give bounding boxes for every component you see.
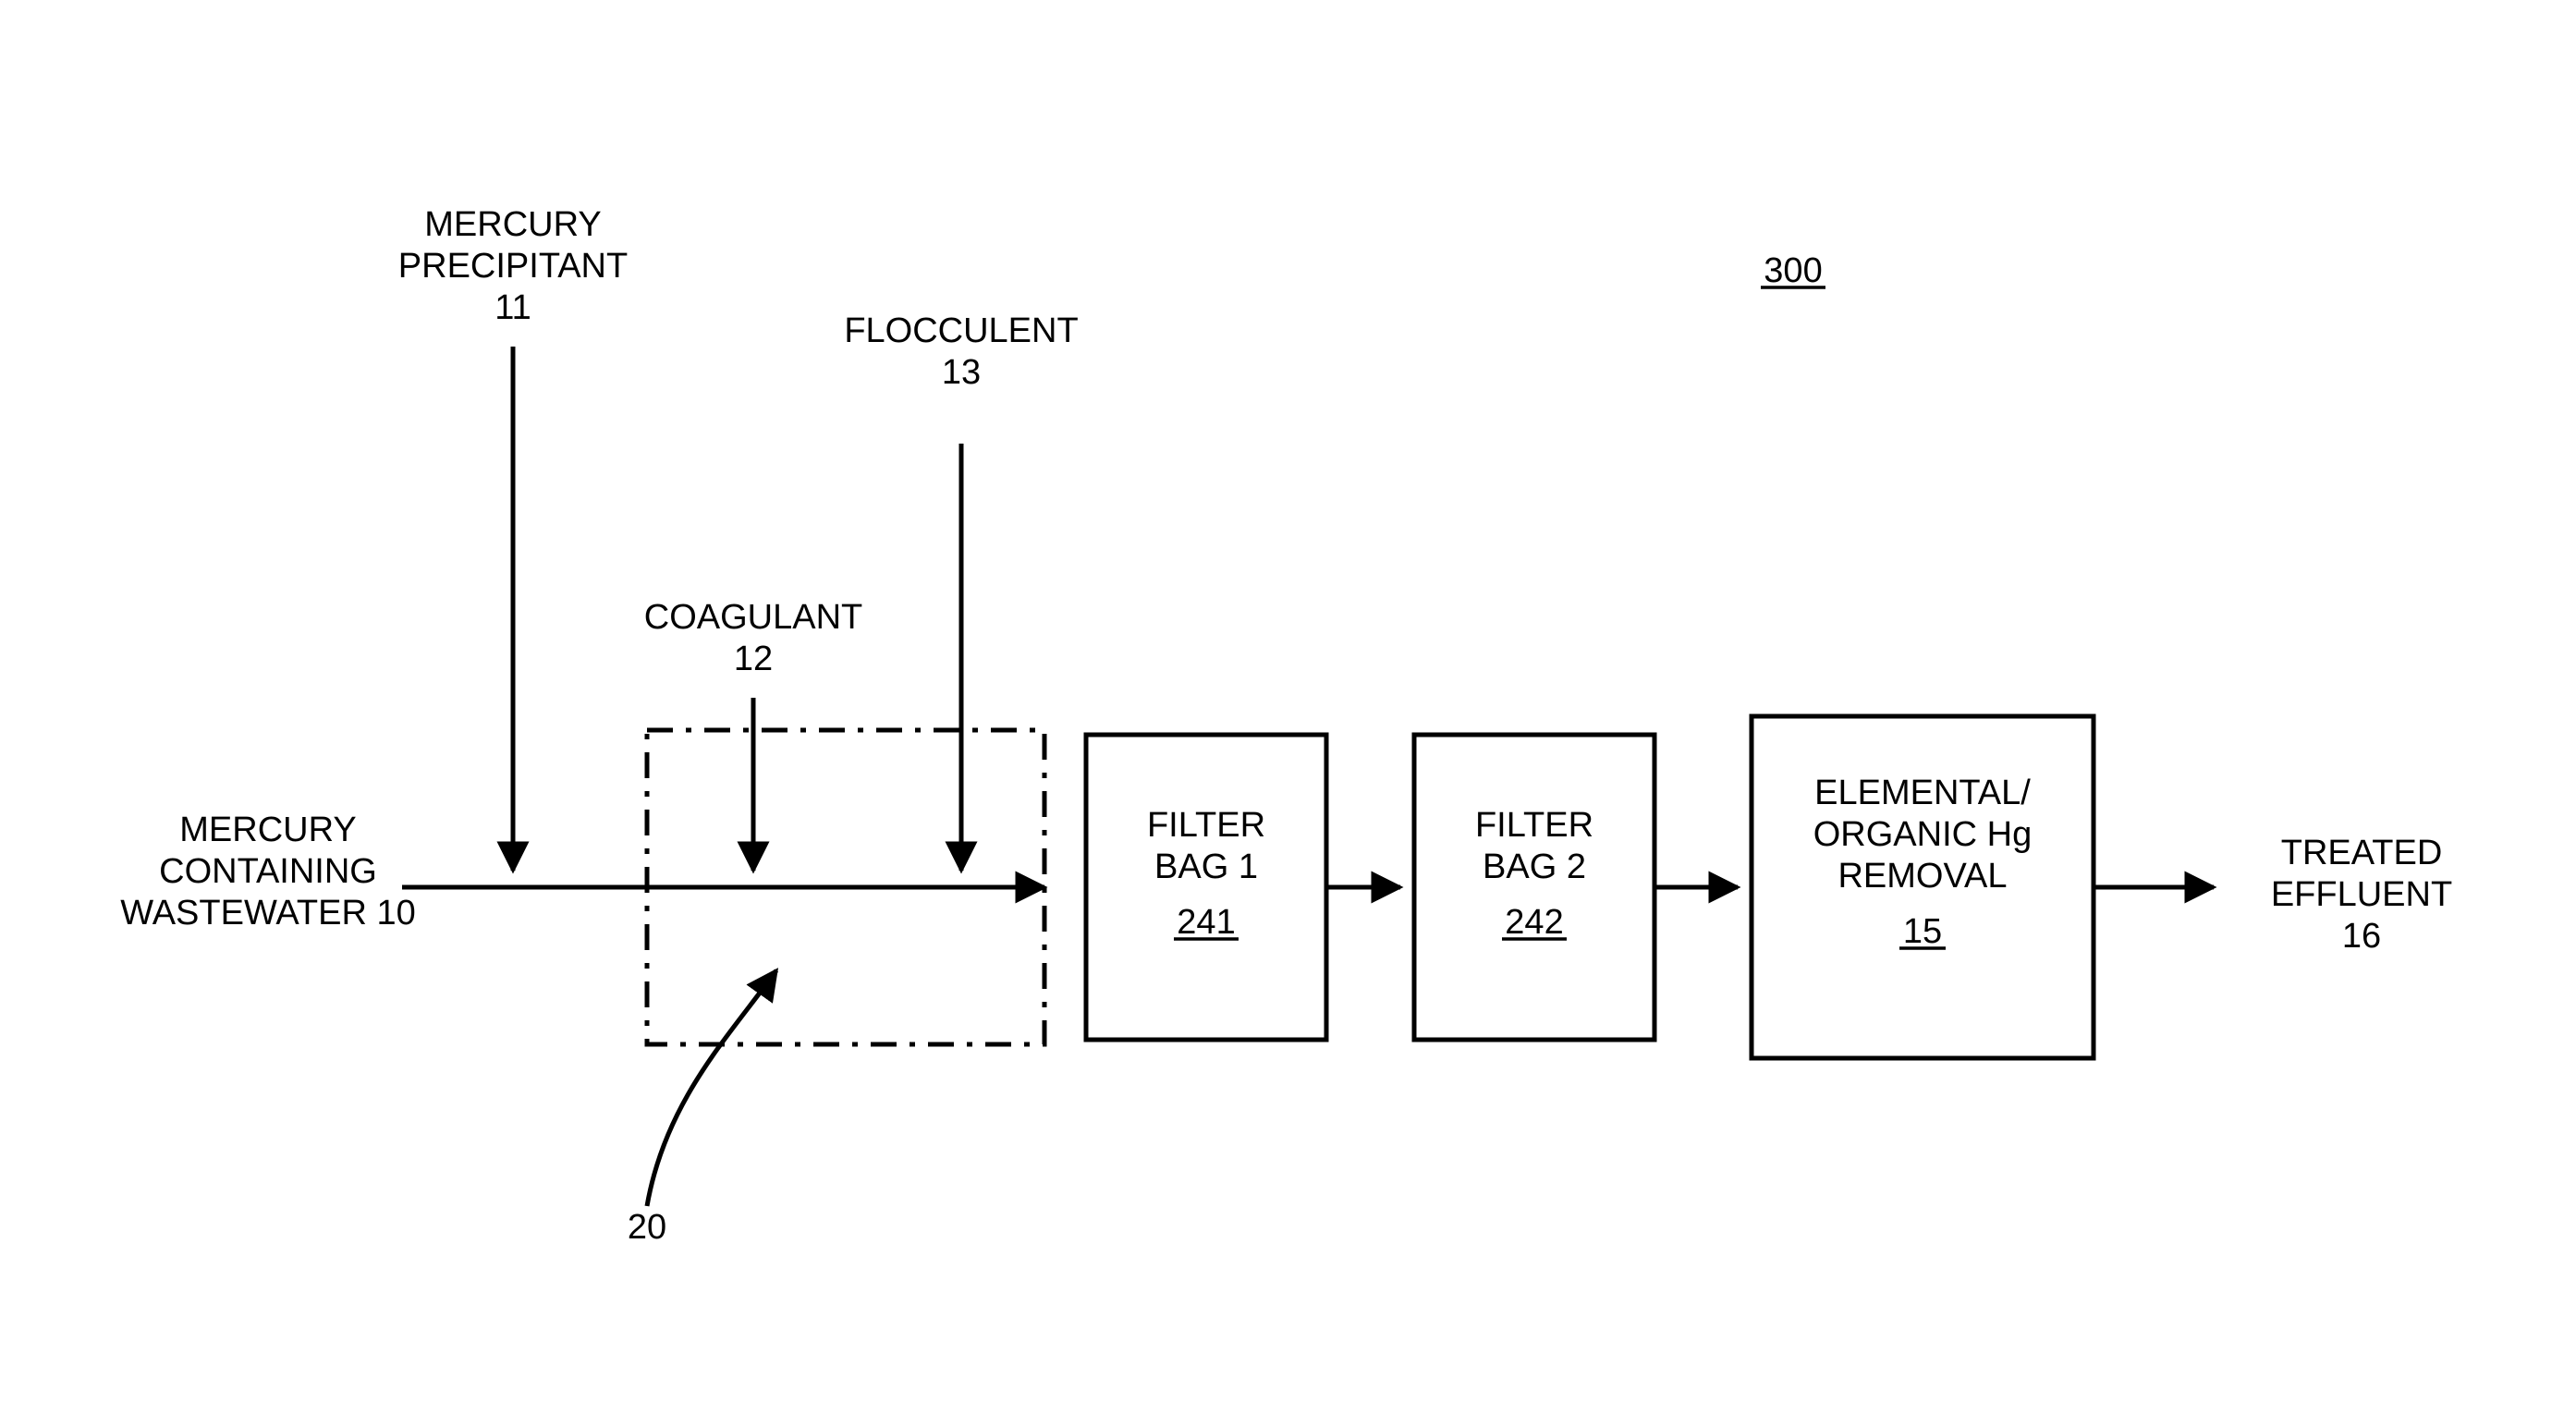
filter1-num: 241 xyxy=(1177,903,1235,942)
filter1-line1: FILTER xyxy=(1147,806,1265,845)
precipitant-label-1: MERCURY xyxy=(424,205,601,244)
input-label-3: WASTEWATER 10 xyxy=(120,894,416,933)
process-flow-diagram: 300 MERCURY CONTAINING WASTEWATER 10 MER… xyxy=(0,0,2576,1414)
removal-line2: ORGANIC Hg xyxy=(1813,815,2032,854)
filter2-num: 242 xyxy=(1505,903,1563,942)
input-label-2: CONTAINING xyxy=(159,852,377,891)
output-line1: TREATED xyxy=(2281,834,2443,872)
precipitant-num: 11 xyxy=(494,288,531,327)
flocculent-label: FLOCCULENT xyxy=(844,311,1078,350)
removal-line1: ELEMENTAL/ xyxy=(1814,774,2031,812)
coagulant-label: COAGULANT xyxy=(644,598,862,637)
filter2-line2: BAG 2 xyxy=(1483,847,1586,886)
output-line2: EFFLUENT xyxy=(2271,875,2452,914)
mixing-region-pointer xyxy=(647,970,776,1206)
filter2-line1: FILTER xyxy=(1475,806,1593,845)
flocculent-num: 13 xyxy=(942,353,981,392)
precipitant-label-2: PRECIPITANT xyxy=(398,247,628,286)
coagulant-num: 12 xyxy=(734,640,773,678)
figure-number: 300 xyxy=(1764,251,1822,290)
output-num: 16 xyxy=(2342,917,2381,956)
removal-line3: REMOVAL xyxy=(1837,857,2007,896)
filter1-line2: BAG 1 xyxy=(1154,847,1258,886)
removal-num: 15 xyxy=(1903,912,1942,951)
mixing-region-num: 20 xyxy=(628,1208,666,1247)
filter-bag-2-box xyxy=(1414,735,1654,1040)
filter-bag-1-box xyxy=(1086,735,1326,1040)
input-label-1: MERCURY xyxy=(179,811,356,849)
